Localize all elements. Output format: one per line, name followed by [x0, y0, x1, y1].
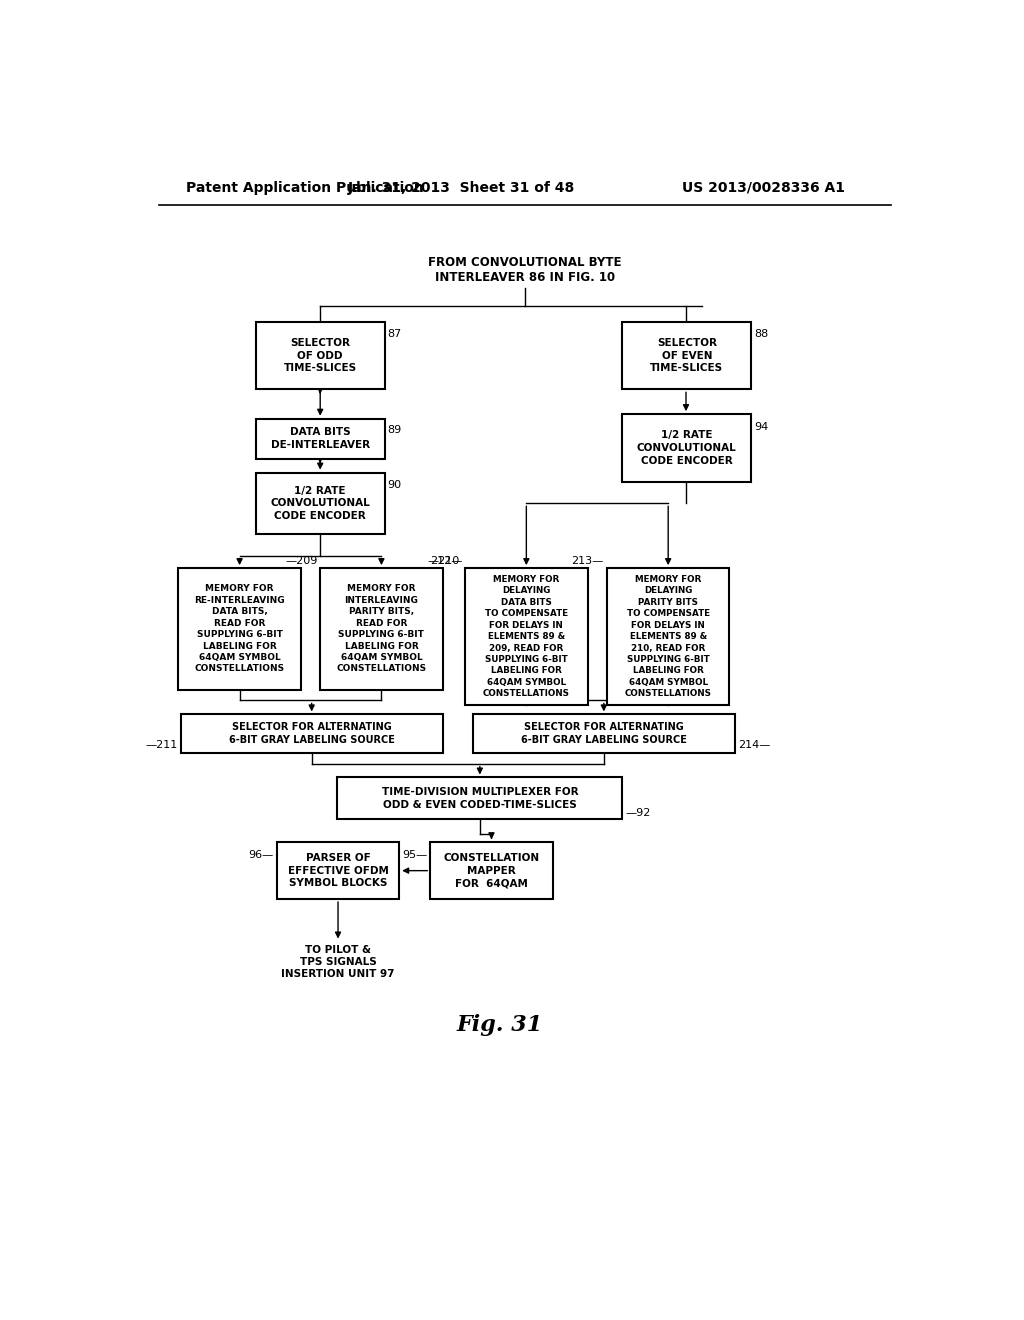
Text: Patent Application Publication: Patent Application Publication [186, 181, 424, 194]
Bar [337, 777, 623, 818]
Text: SELECTOR FOR ALTERNATING
6-BIT GRAY LABELING SOURCE: SELECTOR FOR ALTERNATING 6-BIT GRAY LABE… [521, 722, 687, 744]
Text: 96—: 96— [249, 850, 273, 859]
Bar [607, 568, 729, 705]
Text: 94: 94 [755, 422, 768, 432]
Bar [465, 568, 588, 705]
Text: 89: 89 [388, 425, 401, 434]
Text: 1/2 RATE
CONVOLUTIONAL
CODE ENCODER: 1/2 RATE CONVOLUTIONAL CODE ENCODER [270, 486, 370, 521]
Text: FROM CONVOLUTIONAL BYTE
INTERLEAVER 86 IN FIG. 10: FROM CONVOLUTIONAL BYTE INTERLEAVER 86 I… [428, 256, 622, 284]
Text: TIME-DIVISION MULTIPLEXER FOR
ODD & EVEN CODED-TIME-SLICES: TIME-DIVISION MULTIPLEXER FOR ODD & EVEN… [382, 787, 579, 809]
Text: 213—: 213— [571, 557, 604, 566]
Text: 214—: 214— [738, 741, 770, 750]
Text: 90: 90 [388, 480, 401, 490]
Text: MEMORY FOR
RE-INTERLEAVING
DATA BITS,
READ FOR
SUPPLYING 6-BIT
LABELING FOR
64QA: MEMORY FOR RE-INTERLEAVING DATA BITS, RE… [195, 585, 285, 673]
Text: SELECTOR
OF EVEN
TIME-SLICES: SELECTOR OF EVEN TIME-SLICES [650, 338, 723, 374]
Text: Fig. 31: Fig. 31 [457, 1014, 543, 1036]
Text: 95—: 95— [401, 850, 427, 859]
Text: Jan. 31, 2013  Sheet 31 of 48: Jan. 31, 2013 Sheet 31 of 48 [347, 181, 574, 194]
Text: 87: 87 [388, 330, 401, 339]
Bar [430, 842, 553, 899]
Text: —209: —209 [286, 557, 317, 566]
Bar [256, 473, 385, 535]
Bar [321, 568, 442, 689]
Text: —210: —210 [427, 557, 460, 566]
Text: 212—: 212— [430, 557, 462, 566]
Text: DATA BITS
DE-INTERLEAVER: DATA BITS DE-INTERLEAVER [270, 428, 370, 450]
Text: SELECTOR
OF ODD
TIME-SLICES: SELECTOR OF ODD TIME-SLICES [284, 338, 356, 374]
Text: —211: —211 [145, 741, 177, 750]
Text: PARSER OF
EFFECTIVE OFDM
SYMBOL BLOCKS: PARSER OF EFFECTIVE OFDM SYMBOL BLOCKS [288, 853, 388, 888]
Bar [623, 414, 751, 482]
Bar [623, 322, 751, 389]
Text: 88: 88 [755, 330, 768, 339]
Text: 1/2 RATE
CONVOLUTIONAL
CODE ENCODER: 1/2 RATE CONVOLUTIONAL CODE ENCODER [637, 430, 736, 466]
Bar [276, 842, 399, 899]
Text: MEMORY FOR
DELAYING
PARITY BITS
TO COMPENSATE
FOR DELAYS IN
ELEMENTS 89 &
210, R: MEMORY FOR DELAYING PARITY BITS TO COMPE… [625, 574, 712, 698]
Text: MEMORY FOR
DELAYING
DATA BITS
TO COMPENSATE
FOR DELAYS IN
ELEMENTS 89 &
209, REA: MEMORY FOR DELAYING DATA BITS TO COMPENS… [483, 574, 569, 698]
Text: US 2013/0028336 A1: US 2013/0028336 A1 [682, 181, 845, 194]
Text: TO PILOT &
TPS SIGNALS
INSERTION UNIT 97: TO PILOT & TPS SIGNALS INSERTION UNIT 97 [282, 945, 395, 978]
Bar [180, 714, 442, 752]
Bar [473, 714, 735, 752]
Bar [178, 568, 301, 689]
Text: MEMORY FOR
INTERLEAVING
PARITY BITS,
READ FOR
SUPPLYING 6-BIT
LABELING FOR
64QAM: MEMORY FOR INTERLEAVING PARITY BITS, REA… [336, 585, 426, 673]
Bar [256, 418, 385, 459]
Text: CONSTELLATION
MAPPER
FOR  64QAM: CONSTELLATION MAPPER FOR 64QAM [443, 853, 540, 888]
Bar [256, 322, 385, 389]
Text: SELECTOR FOR ALTERNATING
6-BIT GRAY LABELING SOURCE: SELECTOR FOR ALTERNATING 6-BIT GRAY LABE… [228, 722, 394, 744]
Text: —92: —92 [626, 808, 651, 818]
